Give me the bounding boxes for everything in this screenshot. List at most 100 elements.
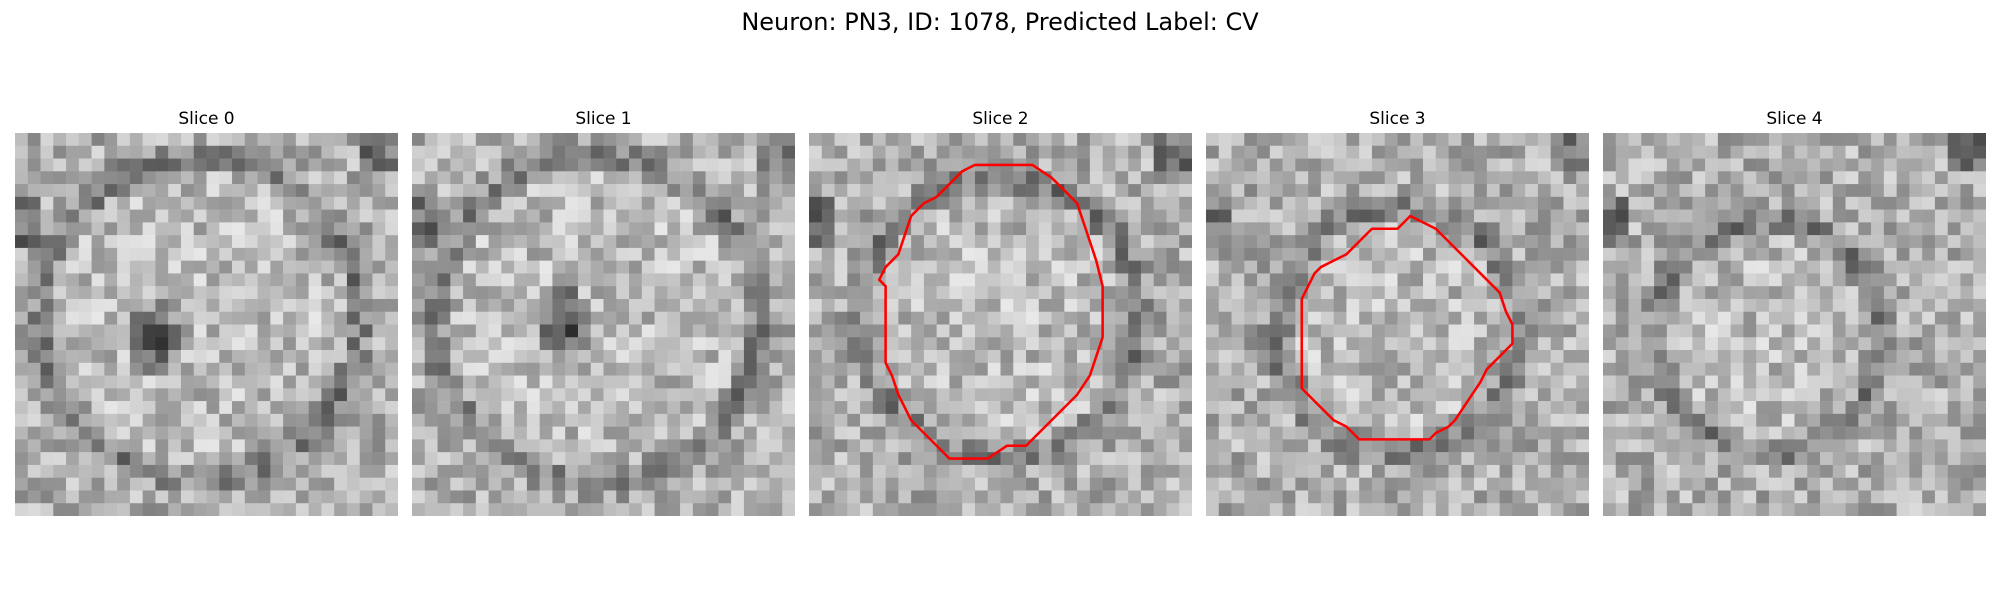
pixel (359, 311, 373, 325)
pixel (1218, 171, 1232, 185)
pixel (1115, 477, 1129, 491)
pixel (437, 503, 451, 516)
pixel (911, 490, 925, 504)
pixel (1743, 401, 1757, 415)
pixel (437, 273, 451, 287)
pixel (1576, 324, 1589, 338)
pixel (1102, 145, 1116, 159)
pixel (232, 260, 246, 274)
pixel (1346, 464, 1360, 478)
pixel (1089, 133, 1103, 147)
pixel (1858, 324, 1872, 338)
pixel (1743, 260, 1757, 274)
pixel (1244, 477, 1258, 491)
pixel (1115, 196, 1129, 210)
pixel (1692, 503, 1706, 516)
pixel (1603, 260, 1617, 274)
pixel (1730, 196, 1744, 210)
pixel (1333, 209, 1347, 223)
pixel (501, 401, 515, 415)
pixel (872, 184, 886, 198)
pixel (359, 235, 373, 249)
pixel (257, 464, 271, 478)
pixel (565, 350, 579, 364)
pixel (552, 286, 566, 300)
pixel (1525, 401, 1539, 415)
pixel (1499, 222, 1513, 236)
pixel (1000, 311, 1014, 325)
pixel (488, 184, 502, 198)
pixel (1435, 209, 1449, 223)
pixel (1064, 235, 1078, 249)
pixel (1166, 350, 1180, 364)
pixel (1397, 337, 1411, 351)
pixel (1960, 171, 1974, 185)
pixel (1845, 298, 1859, 312)
pixel (1845, 426, 1859, 440)
pixel (821, 171, 835, 185)
pixel (821, 324, 835, 338)
pixel (731, 350, 745, 364)
pixel (860, 375, 874, 389)
pixel (629, 145, 643, 159)
pixel (872, 222, 886, 236)
pixel (1128, 235, 1142, 249)
pixel (1628, 133, 1642, 147)
pixel (1756, 222, 1770, 236)
pixel (1820, 286, 1834, 300)
pixel (1499, 286, 1513, 300)
pixel (232, 298, 246, 312)
pixel (1794, 388, 1808, 402)
pixel (1820, 260, 1834, 274)
pixel (206, 452, 220, 466)
pixel (1871, 388, 1885, 402)
pixel (1934, 158, 1948, 172)
pixel (616, 350, 630, 364)
pixel (1705, 477, 1719, 491)
pixel (1257, 426, 1271, 440)
pixel (1397, 171, 1411, 185)
pixel (257, 350, 271, 364)
pixel (680, 171, 694, 185)
pixel (1550, 222, 1564, 236)
pixel (385, 196, 398, 210)
pixel (1333, 273, 1347, 287)
pixel (1295, 477, 1309, 491)
pixel (1781, 426, 1795, 440)
pixel (1218, 388, 1232, 402)
pixel (1666, 222, 1680, 236)
pixel (334, 388, 348, 402)
pixel (1628, 452, 1642, 466)
pixel (1153, 196, 1167, 210)
pixel (193, 247, 207, 261)
pixel (372, 401, 386, 415)
pixel (1359, 133, 1373, 147)
pixel (1397, 375, 1411, 389)
pixel (514, 490, 528, 504)
pixel (847, 337, 861, 351)
pixel (667, 260, 681, 274)
pixel (206, 324, 220, 338)
pixel (1603, 426, 1617, 440)
pixel (629, 286, 643, 300)
pixel (257, 337, 271, 351)
pixel (232, 477, 246, 491)
pixel (193, 273, 207, 287)
pixel (680, 196, 694, 210)
pixel (257, 452, 271, 466)
pixel (1525, 196, 1539, 210)
pixel (1166, 439, 1180, 453)
pixel (450, 311, 464, 325)
pixel (1231, 375, 1245, 389)
pixel (911, 286, 925, 300)
pixel (1077, 158, 1091, 172)
pixel (1423, 503, 1437, 516)
pixel (987, 273, 1001, 287)
pixel (1705, 413, 1719, 427)
pixel (424, 311, 438, 325)
pixel (129, 350, 143, 364)
pixel (1832, 235, 1846, 249)
pixel (911, 426, 925, 440)
pixel (155, 426, 169, 440)
pixel (1308, 222, 1322, 236)
